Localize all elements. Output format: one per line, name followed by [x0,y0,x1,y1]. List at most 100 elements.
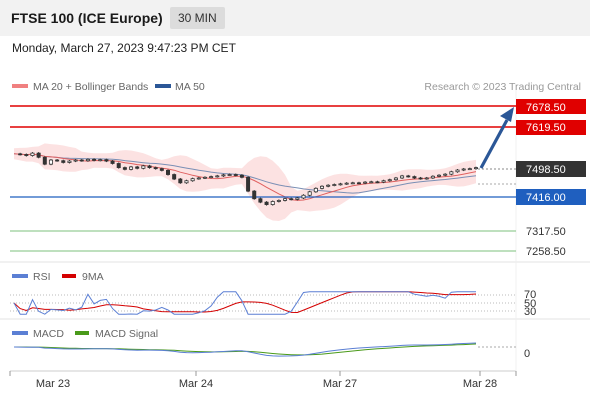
forecast-arrow-shaft [479,119,509,169]
rsi-line [13,291,476,315]
candle-body [178,178,183,184]
candle-body [55,159,60,162]
pivot-label: 7416.00 [526,192,566,204]
candle-body [190,178,195,182]
candlestick-series [18,152,478,206]
candle-body [400,175,405,179]
candle-body [153,167,158,170]
macd-line [13,342,477,357]
candle-body [437,174,442,177]
candle-body [350,182,355,185]
legend-macd-signal-label: MACD Signal [95,328,158,340]
candle-body [301,194,306,199]
candle-body [258,198,263,203]
candle-body [406,175,411,178]
candle-body [42,156,47,165]
candle-body [92,158,97,161]
candle-body [30,152,35,156]
resistance-2-label: 7678.50 [526,102,566,114]
x-label-mar23: Mar 23 [36,378,70,390]
candle-body [387,179,392,182]
candle-body [449,171,454,175]
candle-body [344,182,349,185]
candle-body [61,160,66,163]
legend-macd-signal-swatch [75,331,89,335]
candle-body [467,168,472,171]
bollinger-band [14,143,476,221]
support-2-label: 7258.50 [526,246,566,258]
candle-body [135,166,140,169]
candle-body [116,163,121,169]
legend-ma20-label: MA 20 + Bollinger Bands [33,81,148,93]
resistance-1-badge [516,120,586,135]
candle-body [18,153,23,156]
timeframe-button[interactable]: 30 MIN [170,7,225,29]
candle-body [141,165,146,169]
pivot-badge [516,189,586,205]
candle-body [159,168,164,171]
support-1-label: 7317.50 [526,226,566,238]
candle-body [239,174,244,178]
x-label-mar27: Mar 27 [323,378,357,390]
candle-body [36,152,41,158]
instrument-title: FTSE 100 (ICE Europe) [11,10,163,26]
legend-ma50-swatch [155,84,171,88]
rsi-tick-50: 50 [524,298,536,310]
candle-body [184,180,189,184]
candle-body [418,177,423,180]
candle-body [369,181,374,184]
ma50-line [13,153,477,194]
x-label-mar24: Mar 24 [179,378,213,390]
candle-body [246,176,251,192]
candle-body [196,177,201,180]
candle-body [110,160,115,164]
candle-body [319,185,324,189]
candle-body [215,175,220,178]
candle-body [461,168,466,171]
candle-body [129,166,134,170]
candle-body [24,154,29,156]
candle-body [363,181,368,184]
candle-body [147,165,152,169]
candle-body [307,191,312,196]
candle-body [381,180,386,183]
candle-body [165,169,170,175]
candle-body [412,176,417,179]
macd-tick-0: 0 [524,348,530,360]
ma20-line [13,153,477,201]
candle-body [202,176,207,179]
candle-body [375,181,380,184]
source-credit: Research © 2023 Trading Central [424,81,581,93]
x-label-mar28: Mar 28 [463,378,497,390]
candle-body [338,183,343,186]
legend-rsi-swatch [12,274,28,278]
chart-header: FTSE 100 (ICE Europe) 30 MIN [0,0,590,36]
candle-body [67,160,72,163]
candle-body [326,184,331,187]
legend-ma20-swatch [12,84,28,88]
candle-body [443,173,448,176]
candle-body [48,159,53,165]
last-price-label: 7498.50 [526,164,566,176]
candle-body [430,175,435,179]
candle-body [227,174,232,176]
chart-datetime: Monday, March 27, 2023 9:47:23 PM CET [12,41,236,55]
candle-body [221,174,226,177]
candle-body [264,201,269,205]
rsi-tick-70: 70 [524,289,536,301]
legend-rsi-ma-swatch [62,274,76,278]
legend-rsi-ma-label: 9MA [82,271,104,283]
candle-body [276,200,281,202]
candle-body [85,158,90,162]
candle-body [172,174,177,180]
rsi-tick-30: 30 [524,306,536,318]
candle-body [424,177,429,180]
candle-body [98,159,103,162]
candle-body [122,167,127,170]
resistance-1-label: 7619.50 [526,122,566,134]
candle-body [313,187,318,193]
candle-body [73,159,78,162]
legend-macd-label: MACD [33,328,64,340]
candle-body [289,198,294,201]
